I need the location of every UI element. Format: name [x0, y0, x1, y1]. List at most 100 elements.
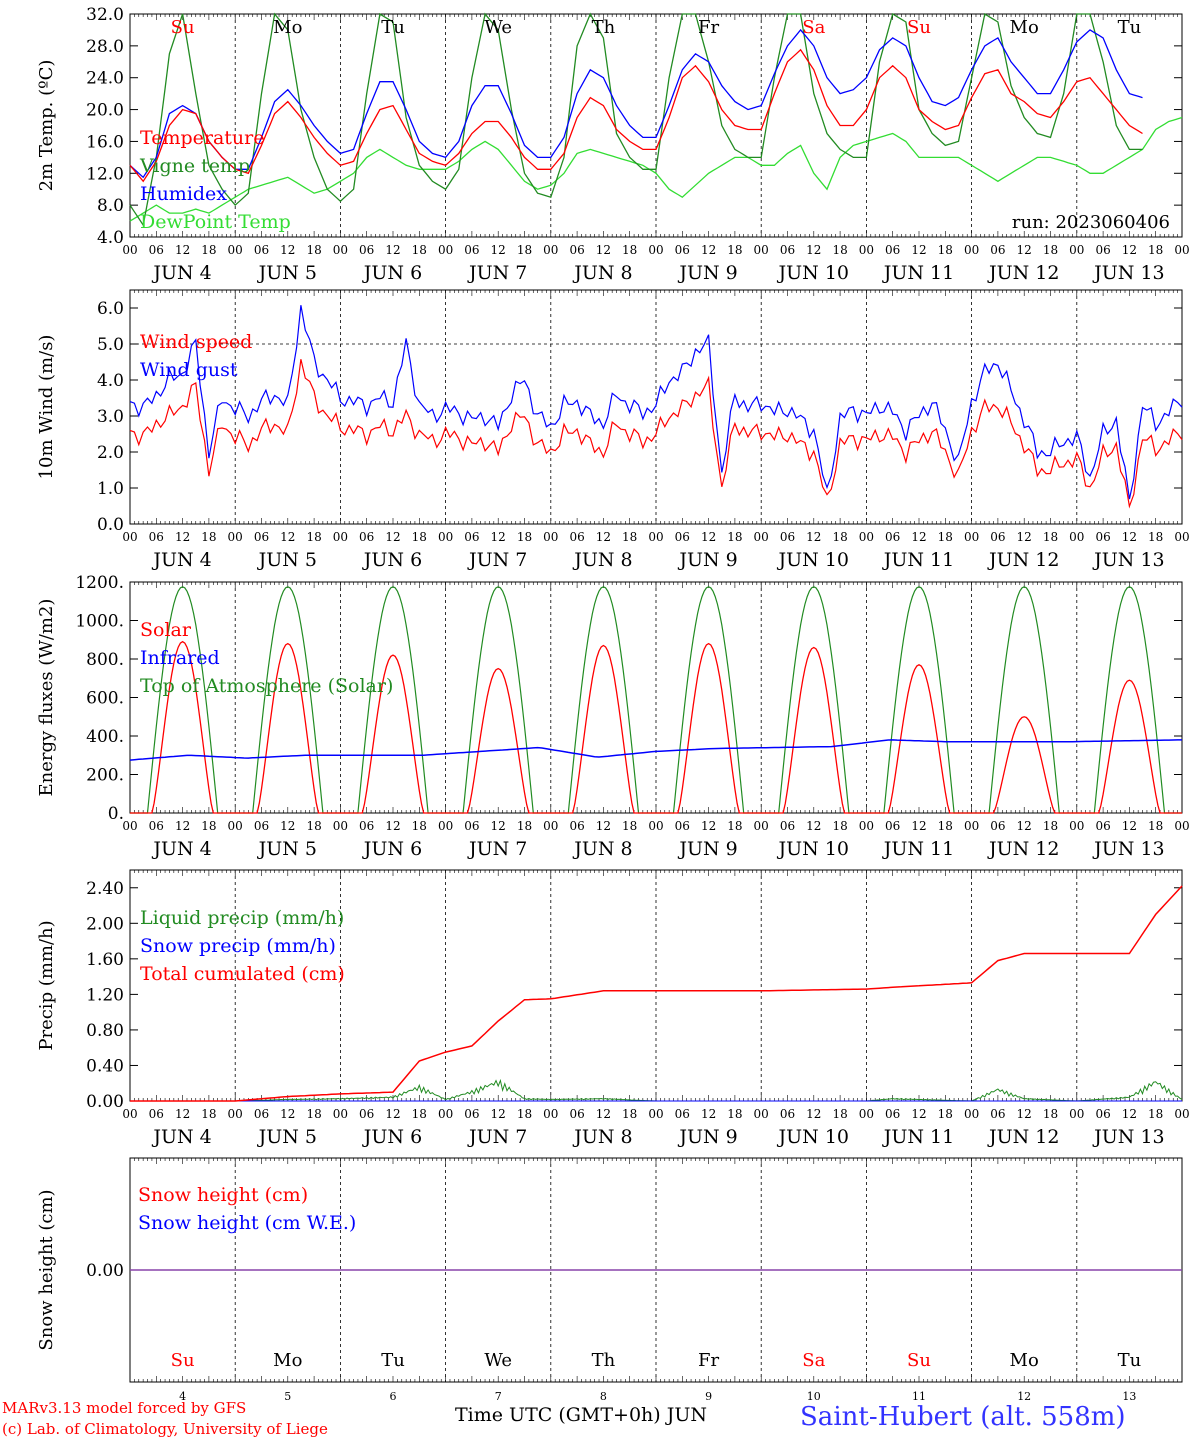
x-hour-tick-label: 06	[780, 243, 795, 257]
legend-entry: Snow height (cm)	[138, 1184, 308, 1206]
x-hour-tick-label: 18	[938, 819, 953, 833]
y-tick-label: 1000.	[75, 612, 124, 632]
x-hour-tick-label: 18	[201, 819, 216, 833]
x-day-label: JUN 6	[362, 262, 422, 284]
x-axis-title: Time UTC (GMT+0h) JUN	[455, 1404, 707, 1426]
x-hour-tick-label: 00	[754, 243, 769, 257]
x-day-label: JUN 12	[987, 262, 1059, 284]
x-day-label: JUN 7	[467, 1126, 527, 1148]
x-hour-tick-label: 06	[990, 819, 1005, 833]
series-line-solar	[130, 640, 1182, 814]
x-hour-tick-label: 00	[438, 243, 453, 257]
lab-credit: (c) Lab. of Climatology, University of L…	[2, 1420, 328, 1438]
legend-entry: Snow precip (mm/h)	[140, 935, 336, 957]
x-hour-tick-label: 00	[648, 819, 663, 833]
x-hour-tick-label: 00	[333, 243, 348, 257]
x-day-label: JUN 4	[151, 262, 211, 284]
y-tick-label: 16.0	[86, 132, 124, 152]
x-hour-tick-label: 00	[438, 530, 453, 544]
x-hour-tick-label: 00	[1174, 243, 1189, 257]
x-hour-tick-label: 18	[622, 530, 637, 544]
x-hour-tick-label: 06	[1095, 243, 1110, 257]
x-hour-tick-label: 00	[543, 243, 558, 257]
legend-entry: Top of Atmosphere (Solar)	[140, 675, 393, 697]
x-hour-tick-label: 06	[149, 243, 164, 257]
series-line-infrared	[129, 739, 1182, 761]
x-hour-tick-label: 12	[1122, 1107, 1137, 1121]
x-hour-tick-label: 00	[964, 530, 979, 544]
x-hour-tick-label: 12	[280, 530, 295, 544]
x-hour-tick-label: 18	[201, 1107, 216, 1121]
x-hour-tick-label: 12	[911, 530, 926, 544]
x-day-label: JUN 10	[777, 838, 849, 860]
x-hour-tick-label: 06	[1095, 819, 1110, 833]
legend-entry: Temperature	[140, 127, 264, 149]
x-hour-tick-label: 18	[1043, 819, 1058, 833]
x-hour-tick-label: 18	[622, 1107, 637, 1121]
x-hour-tick-label: 18	[832, 819, 847, 833]
x-hour-tick-label: 00	[333, 1107, 348, 1121]
x-hour-tick-label: 06	[885, 1107, 900, 1121]
x-hour-tick-label: 18	[832, 530, 847, 544]
x-hour-tick-label: 12	[596, 819, 611, 833]
day-name-label: Mo	[1010, 1350, 1039, 1371]
x-hour-tick-label: 18	[412, 1107, 427, 1121]
x-hour-tick-label: 06	[885, 819, 900, 833]
x-hour-tick-label: 18	[1043, 243, 1058, 257]
x-hour-tick-label: 00	[228, 530, 243, 544]
legend-entry: DewPoint Temp	[140, 211, 291, 233]
x-day-label: JUN 5	[257, 262, 317, 284]
x-day-label: JUN 5	[257, 838, 317, 860]
legend-entry: Wind speed	[140, 331, 252, 353]
x-day-label: JUN 6	[362, 838, 422, 860]
x-hour-tick-label: 12	[596, 1107, 611, 1121]
y-axis-label: 10m Wind (m/s)	[36, 335, 57, 480]
y-tick-label: 1.20	[86, 985, 124, 1005]
x-hour-tick-label: 18	[622, 819, 637, 833]
y-tick-label: 1200.	[75, 573, 124, 593]
x-hour-tick-label: 12	[491, 1107, 506, 1121]
x-hour-tick-label: 06	[254, 1107, 269, 1121]
x-hour-tick-label: 18	[1148, 243, 1163, 257]
x-hour-tick-label: 06	[675, 243, 690, 257]
x-hour-tick-label: 00	[754, 530, 769, 544]
x-hour-tick-label: 18	[1148, 530, 1163, 544]
x-hour-tick-label: 00	[122, 1107, 137, 1121]
x-hour-tick-label: 12	[1017, 530, 1032, 544]
day-name-label: Su	[171, 1350, 195, 1371]
day-name-label: Tu	[381, 1350, 405, 1371]
x-day-label: JUN 8	[572, 262, 632, 284]
x-hour-tick-label: 18	[517, 243, 532, 257]
plot-frame	[129, 13, 1183, 238]
station-name: Saint-Hubert (alt. 558m)	[800, 1402, 1126, 1432]
x-hour-tick-label: 06	[569, 819, 584, 833]
x-hour-tick-label: 12	[701, 530, 716, 544]
x-hour-tick-label: 00	[964, 819, 979, 833]
x-day-label: JUN 12	[987, 1126, 1059, 1148]
day-name-label: Tu	[381, 17, 405, 38]
day-name-label: Th	[592, 17, 616, 38]
y-axis-label: Snow height (cm)	[36, 1189, 57, 1350]
day-name-label: Tu	[1118, 1350, 1142, 1371]
x-hour-tick-label: 06	[1095, 1107, 1110, 1121]
x-hour-tick-label: 00	[122, 819, 137, 833]
y-tick-label: 20.0	[86, 101, 124, 121]
x-hour-tick-label: 18	[727, 1107, 742, 1121]
x-day-label: JUN 12	[987, 549, 1059, 571]
x-hour-tick-label: 18	[517, 1107, 532, 1121]
x-hour-tick-label: 06	[149, 819, 164, 833]
x-day-label: JUN 6	[362, 1126, 422, 1148]
x-day-label: JUN 10	[777, 549, 849, 571]
x-hour-tick-label: 18	[938, 243, 953, 257]
series-line-dewpoint-temp	[129, 116, 1183, 222]
y-tick-label: 5.0	[97, 335, 124, 355]
x-hour-tick-label: 18	[412, 243, 427, 257]
x-hour-tick-label: 06	[464, 1107, 479, 1121]
legend-entry: Snow height (cm W.E.)	[138, 1212, 356, 1234]
day-number-label: 9	[705, 1390, 712, 1403]
x-hour-tick-label: 12	[1122, 243, 1137, 257]
day-number-label: 7	[495, 1390, 502, 1403]
x-day-label: JUN 11	[882, 262, 954, 284]
x-hour-tick-label: 12	[175, 243, 190, 257]
day-name-label: Sa	[802, 17, 825, 38]
